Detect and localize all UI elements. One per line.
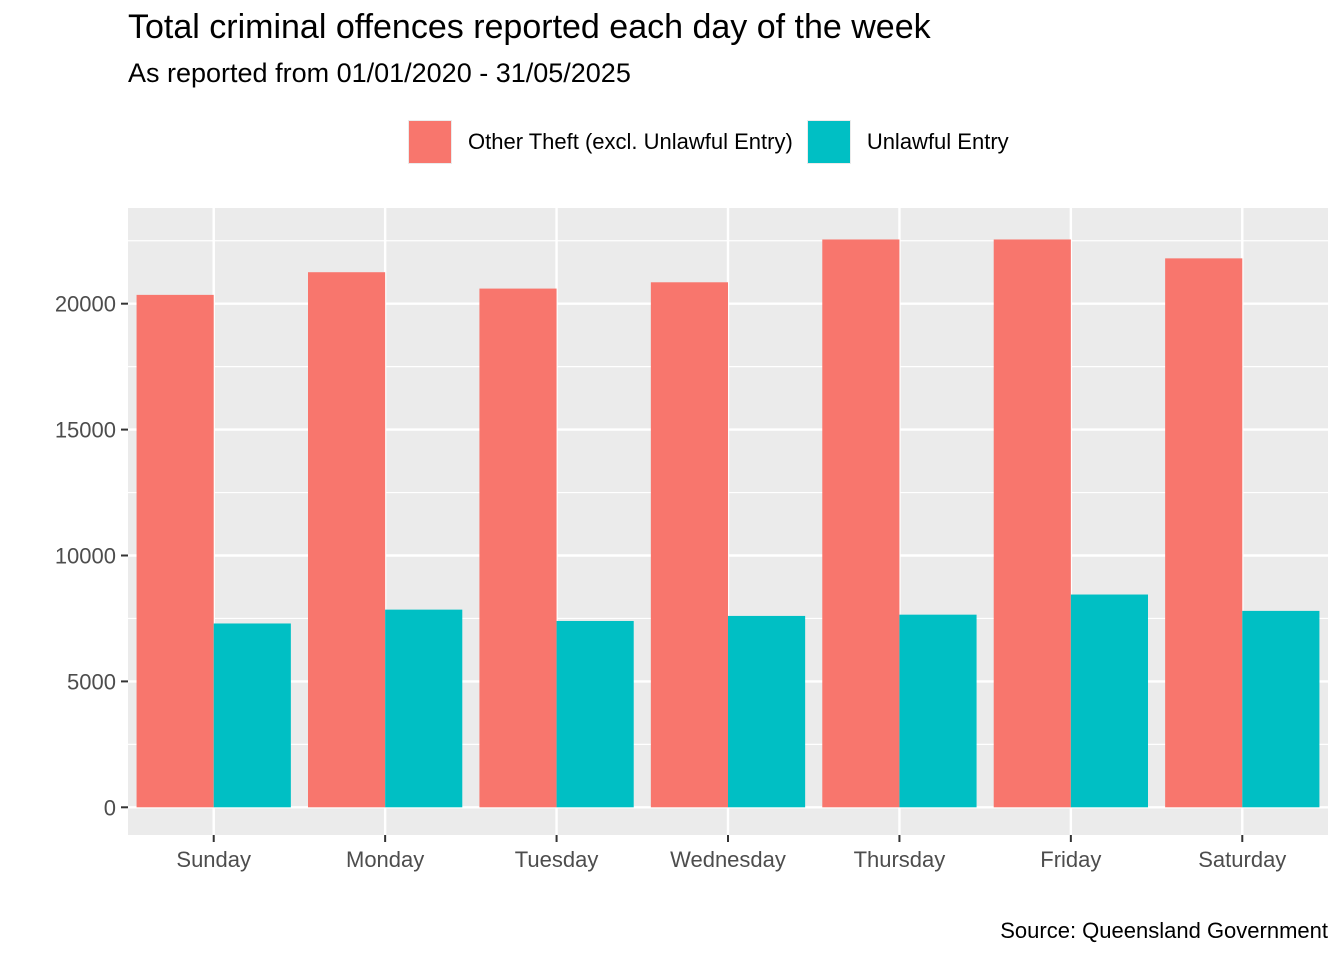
y-tick-label: 15000 <box>55 418 116 443</box>
bar-unlawful-entry-wednesday <box>728 615 806 808</box>
x-tick-label-wednesday: Wednesday <box>670 847 786 872</box>
chart-subtitle: As reported from 01/01/2020 - 31/05/2025 <box>128 58 631 88</box>
legend-label-unlawful-entry: Unlawful Entry <box>866 129 1009 154</box>
bar-unlawful-entry-thursday <box>899 614 977 808</box>
bar-other-theft-tuesday <box>479 288 557 808</box>
x-tick-label-monday: Monday <box>346 847 424 872</box>
bars <box>136 239 1320 808</box>
bar-other-theft-sunday <box>136 294 214 808</box>
y-tick-label: 20000 <box>55 292 116 317</box>
bar-unlawful-entry-friday <box>1070 594 1148 808</box>
legend-item-other-theft: Other Theft (excl. Unlawful Entry) <box>408 120 793 164</box>
x-tick-label-saturday: Saturday <box>1198 847 1286 872</box>
legend-label-other-theft: Other Theft (excl. Unlawful Entry) <box>468 129 793 154</box>
bar-other-theft-thursday <box>822 239 900 808</box>
bar-unlawful-entry-saturday <box>1242 610 1320 808</box>
bar-unlawful-entry-tuesday <box>556 620 634 808</box>
x-tick-label-thursday: Thursday <box>854 847 946 872</box>
y-tick-label: 0 <box>104 795 116 820</box>
legend-key-other-theft <box>408 120 452 164</box>
bar-unlawful-entry-sunday <box>213 623 291 808</box>
chart-caption: Source: Queensland Government <box>1000 918 1328 943</box>
x-tick-label-tuesday: Tuesday <box>515 847 599 872</box>
bar-other-theft-wednesday <box>650 282 728 808</box>
x-tick-label-friday: Friday <box>1040 847 1101 872</box>
legend-key-unlawful-entry <box>806 120 851 164</box>
bar-other-theft-monday <box>308 272 386 808</box>
bar-unlawful-entry-monday <box>385 609 463 808</box>
axes: 0 5000 10000 15000 20000 Sunday Monday Tuesday W… <box>55 292 1287 872</box>
legend: Other Theft (excl. Unlawful Entry) Unlaw… <box>408 118 1023 166</box>
chart-title: Total criminal offences reported each da… <box>128 8 931 46</box>
y-tick-label: 5000 <box>67 669 116 694</box>
legend-item-unlawful-entry: Unlawful Entry <box>806 120 1009 164</box>
y-tick-label: 10000 <box>55 543 116 568</box>
bar-other-theft-friday <box>993 239 1071 808</box>
x-tick-label-sunday: Sunday <box>176 847 251 872</box>
bar-other-theft-saturday <box>1165 258 1243 808</box>
